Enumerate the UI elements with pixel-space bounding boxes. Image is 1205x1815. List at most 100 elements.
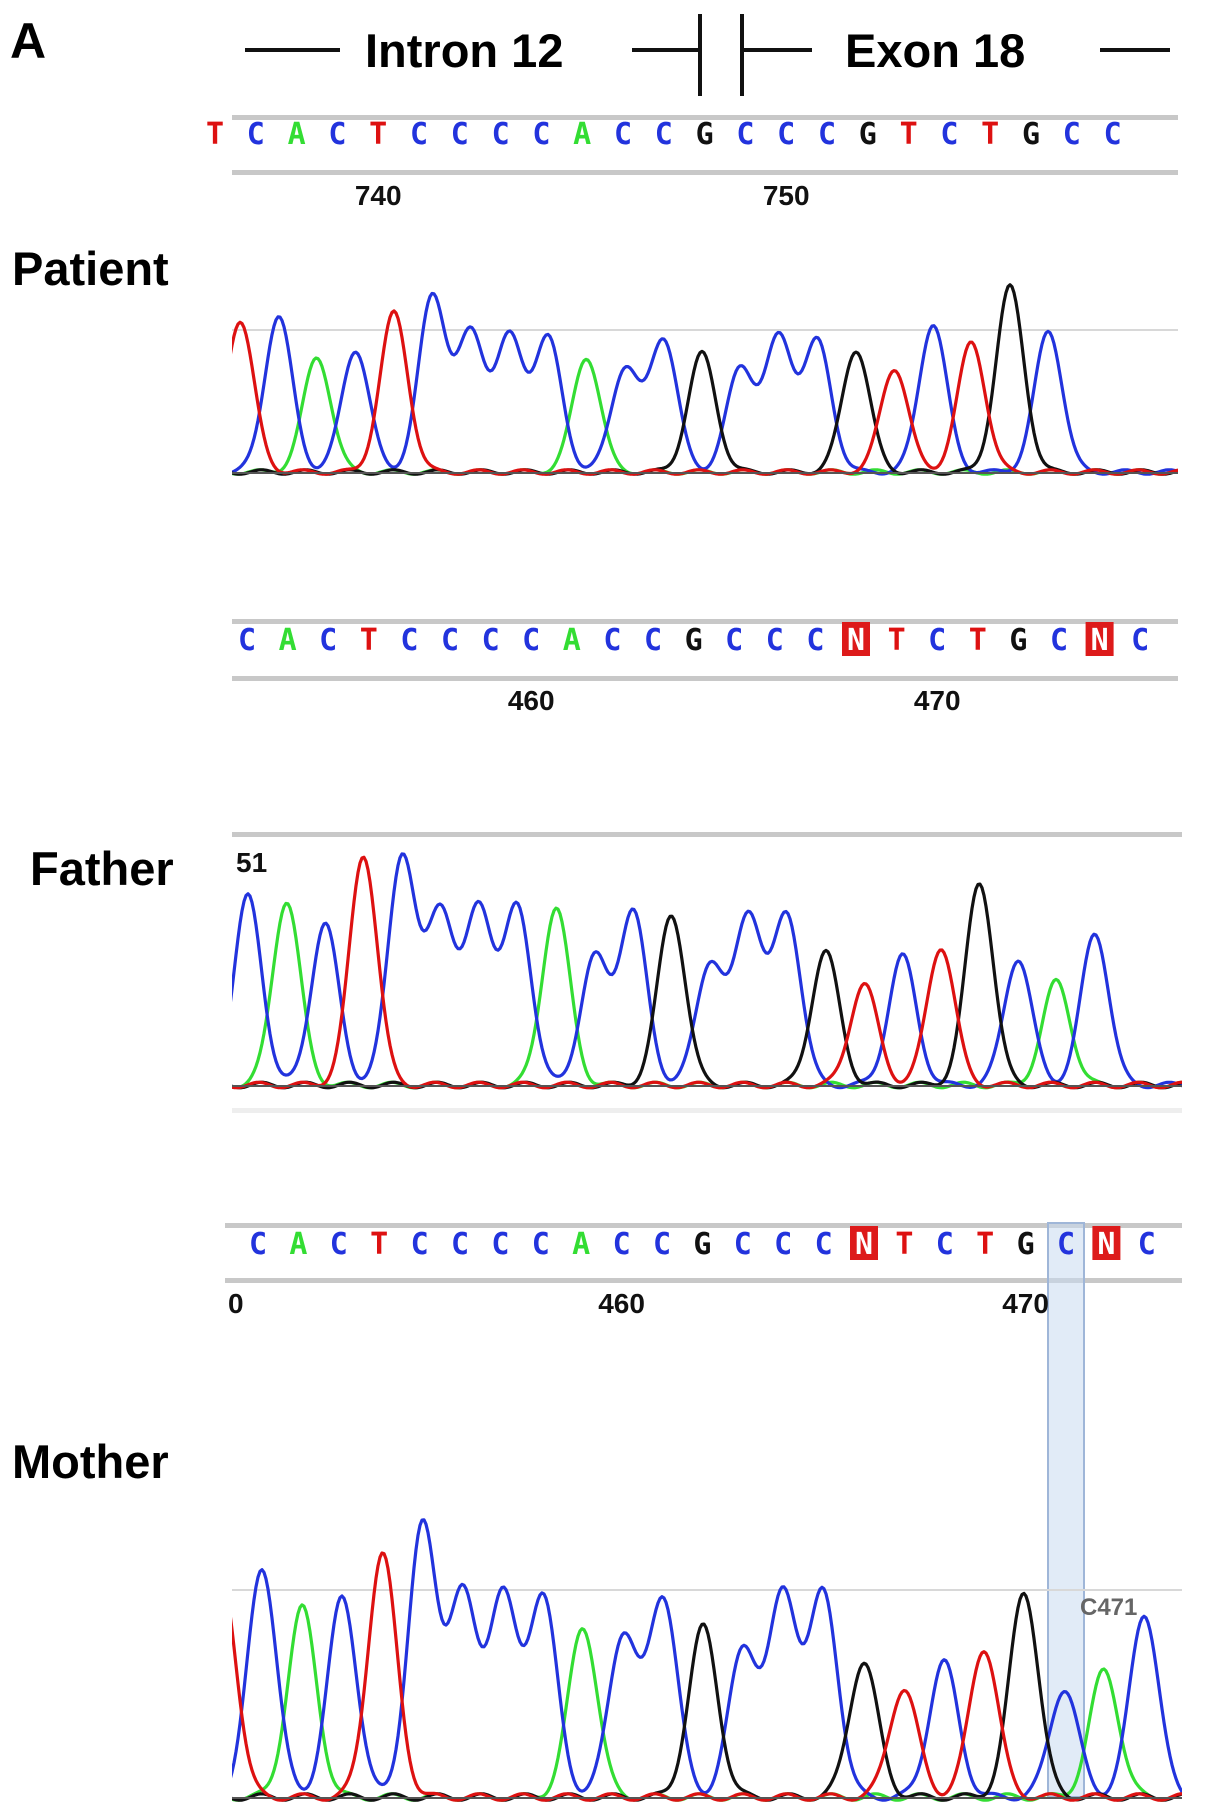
father-peak <box>671 914 673 916</box>
mother-peak <box>702 1626 704 1628</box>
father-base: C <box>522 623 540 658</box>
mother-base-n-bg <box>850 1226 878 1260</box>
mother-peak <box>943 1661 945 1663</box>
mother-base: C <box>774 1227 792 1262</box>
mother-peak <box>341 1596 343 1598</box>
patient-peak <box>355 349 357 351</box>
father-peak <box>1017 958 1019 960</box>
father-peak <box>594 958 596 960</box>
father-base: C <box>400 623 418 658</box>
father-base: C <box>238 623 256 658</box>
patient-trace-group <box>232 283 1178 476</box>
father-peak <box>401 854 403 856</box>
mother-peak <box>983 1648 985 1650</box>
mother-peak <box>622 1634 624 1636</box>
patient-trace-t <box>232 309 1178 476</box>
mother-peak <box>1143 1612 1145 1614</box>
patient-ruler-label: 740 <box>355 180 402 211</box>
patient-peak <box>855 349 857 351</box>
trace-start-label: 51 <box>236 847 267 878</box>
father-base: A <box>563 623 581 658</box>
patient-peak <box>239 319 241 321</box>
father-peak <box>517 907 519 909</box>
mother-peak <box>742 1648 744 1650</box>
mother-peak <box>863 1661 865 1663</box>
father-base: C <box>441 623 459 658</box>
father-trace-top-border <box>232 832 1182 837</box>
mother-peak <box>542 1596 544 1598</box>
mother-peak <box>582 1626 584 1628</box>
mother-base: G <box>693 1227 711 1262</box>
mother-strip-bottom-border <box>225 1278 1182 1283</box>
highlight-label: C471 <box>1080 1594 1137 1621</box>
mother-peak <box>823 1594 825 1596</box>
mother-base: A <box>289 1227 307 1262</box>
father-base: T <box>360 623 378 658</box>
patient-strip-bottom-border <box>232 170 1178 175</box>
mother-peak <box>301 1607 303 1609</box>
sample-label-patient: Patient <box>12 242 169 295</box>
mother-ruler-label: 460 <box>598 1288 645 1319</box>
patient-peak <box>624 367 626 369</box>
mother-base: C <box>613 1227 631 1262</box>
patient-peak <box>547 338 549 340</box>
patient-base: A <box>573 117 591 152</box>
patient-base: C <box>818 117 836 152</box>
father-peak <box>555 907 557 909</box>
patient-base: C <box>614 117 632 152</box>
father-peak <box>825 951 827 953</box>
patient-base: C <box>655 117 673 152</box>
father-trace-c <box>232 852 1182 1090</box>
father-trace-bottom-band <box>232 1108 1182 1113</box>
mother-peak <box>903 1688 905 1690</box>
father-strip-bottom-border <box>232 676 1178 681</box>
father-peak <box>632 912 634 914</box>
mother-base: C <box>653 1227 671 1262</box>
father-base: T <box>969 623 987 658</box>
patient-peak <box>701 353 703 355</box>
mother-base: C <box>1057 1227 1075 1262</box>
father-base: N <box>1091 623 1109 658</box>
mother-peak <box>462 1596 464 1598</box>
patient-peak <box>316 356 318 358</box>
patient-trace-c <box>232 291 1178 476</box>
father-peak <box>902 955 904 957</box>
mother-base: C <box>1138 1227 1156 1262</box>
father-peak <box>1094 932 1096 934</box>
father-peak <box>440 909 442 911</box>
father-base: C <box>725 623 743 658</box>
patient-peak <box>817 342 819 344</box>
father-base: T <box>888 623 906 658</box>
mother-base: T <box>976 1227 994 1262</box>
father-base: G <box>685 623 703 658</box>
region-label-exon: Exon 18 <box>845 24 1025 77</box>
mother-ruler-label: 470 <box>1002 1288 1049 1319</box>
father-ruler-label: 470 <box>914 685 961 716</box>
mother-peak <box>782 1594 784 1596</box>
mother-base: C <box>411 1227 429 1262</box>
sample-label-mother: Mother <box>12 1435 169 1488</box>
patient-base: T <box>981 117 999 152</box>
father-peak <box>363 854 365 856</box>
father-base: C <box>1131 623 1149 658</box>
panel-letter: A <box>10 13 46 69</box>
mother-base: C <box>249 1227 267 1262</box>
mother-peak <box>1023 1591 1025 1593</box>
mother-base: C <box>936 1227 954 1262</box>
patient-peak <box>1048 330 1050 332</box>
patient-base: A <box>288 117 306 152</box>
mother-peak <box>261 1567 263 1569</box>
patient-base: C <box>247 117 265 152</box>
patient-base: C <box>410 117 428 152</box>
sample-label-father: Father <box>30 842 174 895</box>
patient-peak <box>894 367 896 369</box>
father-strip-top-border <box>232 619 1178 624</box>
father-base: C <box>644 623 662 658</box>
mother-peak <box>1063 1688 1065 1690</box>
patient-base: C <box>1104 117 1122 152</box>
father-peak <box>324 923 326 925</box>
mother-base: C <box>330 1227 348 1262</box>
father-peak <box>478 907 480 909</box>
patient-peak <box>509 338 511 340</box>
patient-base: C <box>940 117 958 152</box>
